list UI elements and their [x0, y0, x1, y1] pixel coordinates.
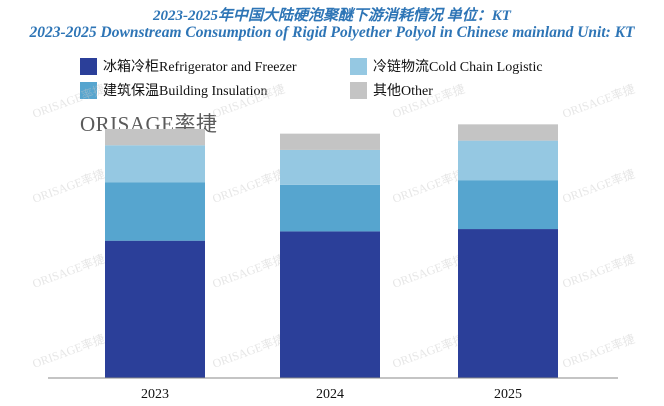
watermark-text: ORISAGE率捷	[210, 81, 287, 121]
legend-swatch-building	[80, 81, 97, 99]
bar-other-2023	[105, 128, 205, 146]
watermark-text: ORISAGE率捷	[560, 81, 637, 121]
legend-item-refrigerator: 冰箱冷柜Refrigerator and Freezer	[80, 56, 297, 76]
x-tick-label-2023: 2023	[141, 387, 169, 402]
watermark-text: ORISAGE率捷	[390, 81, 467, 121]
watermark-text: ORISAGE率捷	[30, 81, 107, 121]
bar-building-2024	[280, 184, 380, 232]
watermark-text: ORISAGE率捷	[560, 166, 637, 206]
watermark-text: ORISAGE率捷	[30, 251, 107, 291]
legend-swatch-refrigerator	[80, 57, 97, 75]
chart-title-zh: 2023-2025年中国大陆硬泡聚醚下游消耗情况 单位：KT	[153, 8, 511, 24]
bar-refrigerator-2025	[458, 229, 558, 378]
watermark-text: ORISAGE率捷	[30, 331, 107, 371]
watermark-text: ORISAGE率捷	[390, 251, 467, 291]
legend-label-building: 建筑保温Building Insulation	[103, 84, 268, 99]
watermark-text: ORISAGE率捷	[390, 166, 467, 206]
watermark-text: ORISAGE率捷	[210, 166, 287, 206]
bar-cold_chain-2024	[280, 149, 380, 185]
x-tick-label-2024: 2024	[316, 387, 344, 402]
legend-label-other: 其他Other	[373, 84, 433, 99]
watermark-text: ORISAGE率捷	[390, 331, 467, 371]
bar-other-2024	[280, 133, 380, 150]
bar-building-2025	[458, 180, 558, 230]
bar-refrigerator-2023	[105, 240, 205, 378]
legend-swatch-cold-chain	[350, 57, 367, 75]
bar-cold_chain-2023	[105, 145, 205, 183]
watermark-text: ORISAGE率捷	[210, 251, 287, 291]
x-tick-label-2025: 2025	[494, 387, 522, 402]
watermark-text: ORISAGE率捷	[560, 251, 637, 291]
bars-layer	[105, 124, 558, 378]
legend-item-cold-chain: 冷链物流Cold Chain Logistic	[350, 56, 543, 76]
bar-cold_chain-2025	[458, 140, 558, 181]
watermark-text: ORISAGE率捷	[210, 331, 287, 371]
watermark-text: ORISAGE率捷	[560, 331, 637, 371]
legend-label-refrigerator: 冰箱冷柜Refrigerator and Freezer	[103, 60, 297, 75]
bar-other-2025	[458, 124, 558, 141]
legend-swatch-other	[350, 81, 367, 99]
chart-title-en: 2023-2025 Downstream Consumption of Rigi…	[29, 24, 635, 41]
bar-building-2023	[105, 182, 205, 241]
bar-refrigerator-2024	[280, 231, 380, 378]
legend-item-other: 其他Other	[350, 80, 433, 100]
watermark-text: ORISAGE率捷	[30, 166, 107, 206]
legend-item-building: 建筑保温Building Insulation	[80, 80, 268, 100]
legend-label-cold-chain: 冷链物流Cold Chain Logistic	[373, 60, 543, 75]
x-tick-layer: 2023 2024 2025	[141, 387, 522, 402]
